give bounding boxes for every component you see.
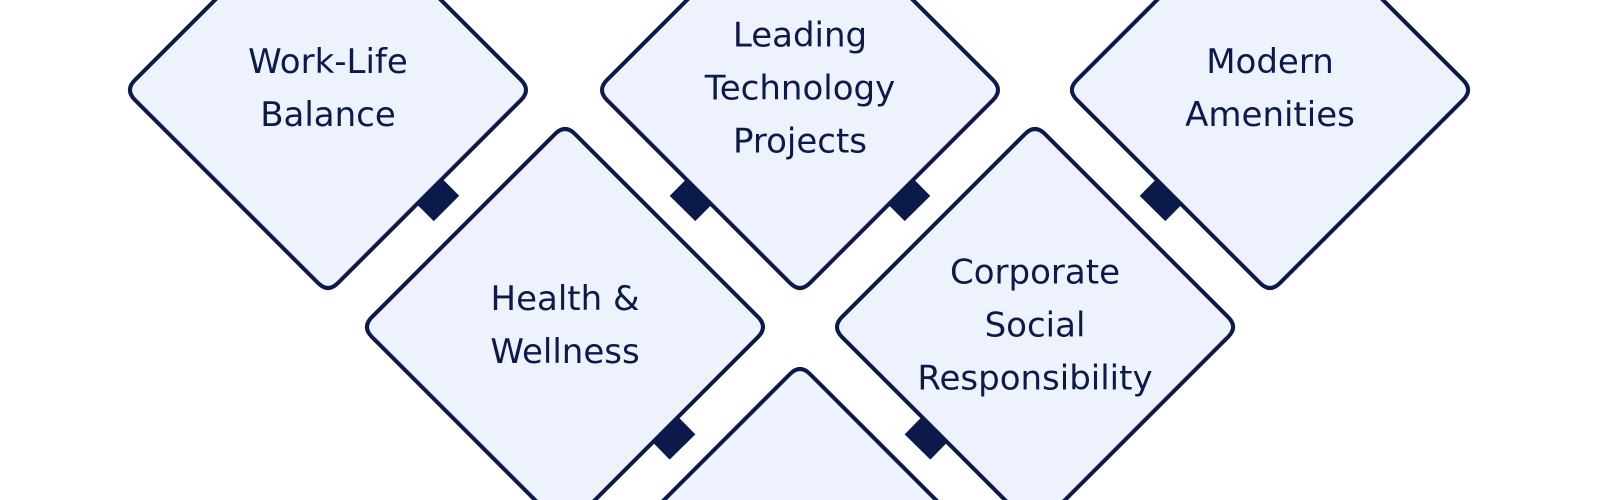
node-label-line: Responsibility (917, 359, 1152, 399)
node-label-line: Balance (260, 95, 396, 135)
node-label-line: Technology (704, 69, 895, 109)
diamond-shape (599, 0, 1001, 291)
nodes-layer: Work-Life Balance Leading Technology Project… (127, 0, 1471, 500)
node-work-life-balance: Work-Life Balance (127, 0, 529, 291)
connector-block (412, 174, 460, 222)
connector-block (904, 412, 952, 460)
connector-block (648, 412, 696, 460)
node-label-line: Wellness (490, 332, 639, 372)
node-label-line: Social (985, 306, 1086, 346)
node-modern-amenities: Modern Amenities (1069, 0, 1471, 291)
diamond-shape (364, 126, 766, 500)
node-bottom-center (661, 366, 939, 500)
node-corporate-social-responsibility: Corporate Social Responsibility (834, 126, 1236, 500)
node-label-line: Amenities (1185, 95, 1355, 135)
connector-block (883, 174, 931, 222)
node-label-line: Work-Life (248, 42, 408, 82)
node-label-line: Projects (733, 122, 867, 162)
diamond-shape (127, 0, 529, 291)
connector-block (1139, 174, 1187, 222)
node-label-line: Leading (733, 16, 867, 56)
connector-block (669, 174, 717, 222)
diamond-shape (661, 366, 939, 500)
node-leading-technology-projects: Leading Technology Projects (599, 0, 1001, 291)
node-label-line: Corporate (950, 253, 1120, 293)
node-label-line: Health & (491, 279, 640, 319)
diamond-shape (834, 126, 1236, 500)
node-label-line: Modern (1206, 42, 1334, 82)
node-health-wellness: Health & Wellness (364, 126, 766, 500)
diamond-shape (1069, 0, 1471, 291)
